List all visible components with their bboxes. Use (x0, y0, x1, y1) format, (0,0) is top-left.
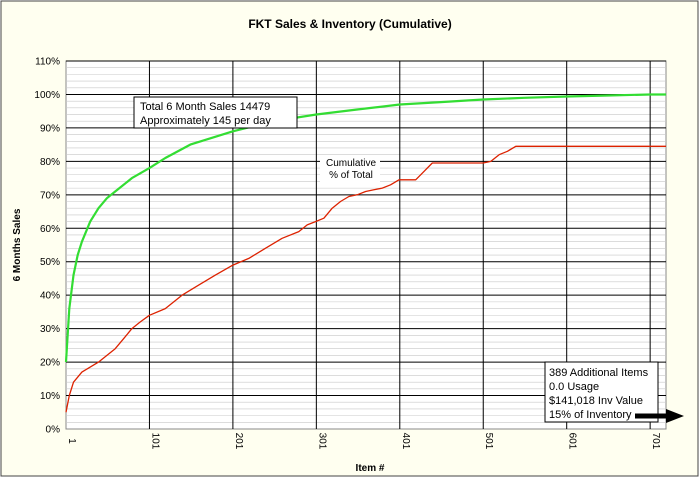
y-tick-label: 100% (34, 90, 60, 101)
y-tick-label: 80% (40, 157, 60, 168)
y-tick-label: 30% (40, 324, 60, 335)
additional-items-line-2: 0.0 Usage (549, 381, 599, 393)
y-tick-labels: 0% 10% 20% 30% 40% 50% 60% 70% 80% 90% 100% 110% (34, 57, 60, 436)
additional-items-line-4: 15% of Inventory (549, 409, 632, 421)
additional-items-box (544, 361, 659, 423)
chart-title: FKT Sales & Inventory (Cumulative) (248, 17, 451, 31)
additional-items-annotation: 389 Additional Items 0.0 Usage $141,018 … (544, 361, 659, 423)
additional-items-line-1: 389 Additional Items (549, 367, 649, 379)
y-tick-label: 0% (46, 425, 61, 436)
x-axis-title: Item # (356, 463, 385, 474)
y-tick-label: 110% (35, 57, 60, 68)
cumulative-label-bg (320, 157, 380, 183)
y-tick-label: 10% (40, 391, 60, 402)
y-tick-label: 60% (40, 224, 60, 235)
additional-items-line-3: $141,018 Inv Value (549, 395, 643, 407)
x-tick-label: 201 (233, 433, 244, 450)
x-tick-label: 701 (650, 433, 661, 450)
total-sales-line-2: Approximately 145 per day (140, 115, 271, 127)
x-tick-label: 501 (483, 433, 494, 450)
y-tick-label: 90% (40, 123, 60, 134)
x-tick-labels: 1 101 201 301 401 501 601 701 (66, 433, 661, 450)
total-sales-line-1: Total 6 Month Sales 14479 (140, 101, 270, 113)
y-tick-label: 20% (40, 358, 60, 369)
y-tick-label: 50% (40, 257, 60, 268)
x-tick-label: 301 (316, 433, 327, 450)
total-sales-annotation: Total 6 Month Sales 14479 Approximately … (133, 96, 298, 129)
x-tick-label: 1 (66, 438, 77, 444)
y-tick-label: 40% (40, 291, 60, 302)
y-axis-title: 6 Months Sales (12, 208, 23, 281)
y-tick-label: 70% (40, 190, 60, 201)
x-tick-label: 401 (400, 433, 411, 450)
x-tick-label: 601 (567, 433, 578, 450)
total-sales-box (133, 96, 298, 129)
cumulative-label-line-1: Cumulative (326, 158, 376, 169)
series-line-cumulative (65, 145, 666, 413)
x-tick-label: 101 (149, 433, 160, 450)
right-arrow-icon (635, 409, 684, 423)
series-line-total (64, 93, 666, 363)
cumulative-annotation: Cumulative % of Total (320, 157, 380, 183)
cumulative-label-line-2: % of Total (329, 170, 373, 181)
series-lines (64, 93, 666, 413)
